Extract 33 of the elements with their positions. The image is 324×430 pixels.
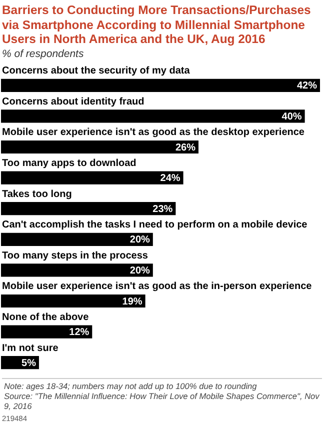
data-label: 19% — [122, 296, 142, 307]
bar — [1, 140, 198, 154]
chart-title: Barriers to Conducting More Transactions/Purchases via Smartphone According to Millennial Smartphone Users in North America and the UK, Aug 2016 — [1, 2, 312, 46]
bar — [1, 109, 305, 122]
bar — [1, 170, 184, 184]
y-tick-label: Concerns about the security of my data — [2, 65, 190, 76]
data-label: 42% — [296, 80, 318, 92]
y-tick-label: Mobile user experience isn't as good as the in-person experience — [2, 280, 312, 292]
bar — [1, 263, 153, 276]
data-label: 12% — [69, 326, 90, 338]
y-tick-label: Too many steps in the process — [2, 250, 148, 261]
y-tick-label: Too many apps to download — [2, 158, 136, 169]
text: Note: ages 18-34; numbers may not add up to 100% due to rounding — [4, 380, 258, 390]
data-label: 23% — [152, 203, 173, 214]
bar — [1, 78, 320, 92]
data-label: 40% — [282, 110, 302, 122]
chart-subtitle: % of respondents — [1, 46, 85, 60]
data-label: 5% — [22, 357, 36, 368]
bar — [1, 202, 176, 215]
y-tick-label: Concerns about identity fraud — [2, 96, 144, 107]
data-label: 20% — [130, 264, 150, 276]
bar — [1, 294, 146, 308]
y-tick-label: None of the above — [2, 312, 90, 323]
data-label: 26% — [175, 142, 196, 153]
y-tick-label: Takes too long — [2, 188, 72, 200]
data-label: 24% — [160, 172, 180, 184]
bar — [1, 324, 92, 338]
y-tick-label: Mobile user experience isn't as good as the desktop experience — [2, 126, 305, 138]
y-tick-label: Can't accomplish the tasks I need to perform on a mobile device — [2, 219, 308, 230]
source-note: Source: "The Millennial Influence: How Their Love of Mobile Shapes Commerce", Nov 9, 2016 — [4, 390, 320, 410]
data-label: 20% — [130, 234, 150, 246]
y-tick-label: I'm not sure — [2, 342, 59, 354]
bar — [1, 232, 153, 246]
